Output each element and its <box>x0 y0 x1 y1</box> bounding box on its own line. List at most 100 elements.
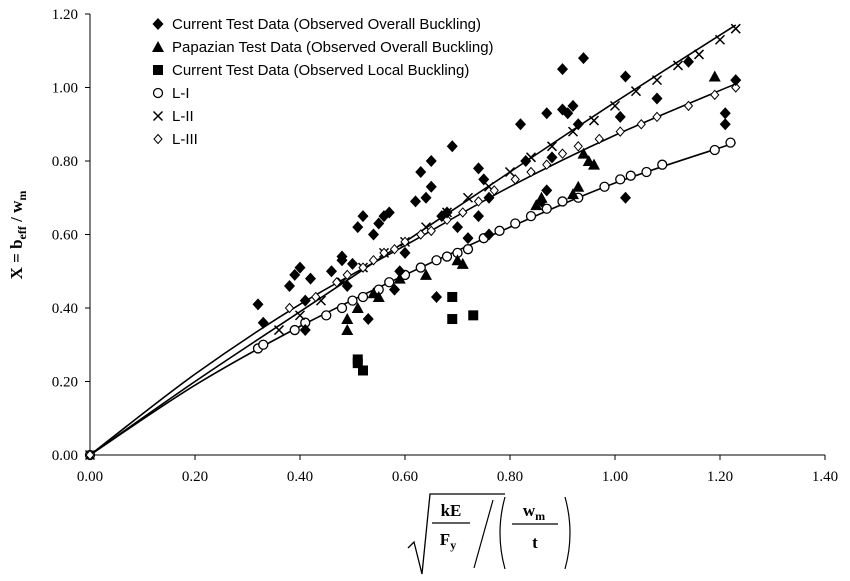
data-point-current-test-data-observed-overall-buckling <box>441 206 453 219</box>
data-point-current-test-data-observed-local-buckling <box>447 314 458 325</box>
data-point-current-test-data-observed-overall-buckling <box>483 228 495 241</box>
y-axis-label: X = beff / wm <box>7 191 29 280</box>
y-tick-label: 0.00 <box>52 448 78 464</box>
x-axis-label: kE Fy wm t <box>407 493 571 575</box>
data-point-l-iii <box>358 262 368 273</box>
data-point-l-i <box>431 255 442 266</box>
legend-marker <box>152 110 164 122</box>
data-point-l-iii <box>416 229 426 240</box>
data-point-current-test-data-observed-overall-buckling <box>567 99 579 112</box>
data-point-current-test-data-observed-local-buckling <box>447 291 458 302</box>
data-point-l-iii <box>636 118 646 130</box>
data-point-current-test-data-observed-overall-buckling <box>368 228 379 241</box>
data-point-current-test-data-observed-overall-buckling <box>546 151 558 164</box>
data-point-current-test-data-observed-overall-buckling <box>578 52 589 65</box>
data-point-l-iii <box>85 449 95 461</box>
data-point-papazian-test-data-observed-overall-buckling <box>708 70 721 82</box>
svg-text:Fy: Fy <box>440 530 456 552</box>
data-point-l-i <box>541 203 552 214</box>
data-point-current-test-data-observed-overall-buckling <box>299 324 311 337</box>
data-point-l-ii <box>730 23 741 34</box>
data-point-papazian-test-data-observed-overall-buckling <box>420 268 432 280</box>
data-point-current-test-data-observed-overall-buckling <box>383 206 395 219</box>
data-point-l-iii <box>557 148 568 159</box>
data-point-current-test-data-observed-overall-buckling <box>651 92 663 105</box>
data-point-l-iii <box>489 185 499 196</box>
data-point-current-test-data-observed-overall-buckling <box>572 118 584 131</box>
legend: Current Test Data (Observed Overall Buck… <box>152 16 494 148</box>
data-point-current-test-data-observed-local-buckling <box>468 310 479 321</box>
data-point-l-iii <box>510 174 520 185</box>
y-tick-label: 0.20 <box>52 375 78 391</box>
data-point-l-i <box>725 137 736 148</box>
data-point-l-i <box>657 159 668 170</box>
data-point-papazian-test-data-observed-overall-buckling <box>588 158 600 170</box>
data-point-current-test-data-observed-overall-buckling <box>541 184 553 197</box>
data-point-papazian-test-data-observed-overall-buckling <box>372 290 385 302</box>
data-point-l-i <box>510 218 521 229</box>
data-point-current-test-data-observed-overall-buckling <box>541 107 553 120</box>
data-point-l-i <box>709 144 720 156</box>
data-point-l-i <box>384 277 395 288</box>
data-point-l-iii <box>368 254 379 266</box>
data-point-l-iii <box>683 100 694 112</box>
data-point-l-iii <box>458 207 468 218</box>
data-point-l-i <box>462 244 474 255</box>
tick-labels: 0.00 0.20 0.40 0.60 0.80 1.00 1.20 0.00 0.20 0.40… <box>52 7 838 485</box>
data-point-l-i <box>599 181 610 192</box>
y-tick-label: 1.00 <box>52 81 78 97</box>
data-point-l-i <box>494 225 505 236</box>
legend-entry: Papazian Test Data (Observed Overall Buc… <box>172 39 494 56</box>
data-point-papazian-test-data-observed-overall-buckling <box>341 324 354 336</box>
x-tick-label: 0.00 <box>77 469 103 485</box>
data-point-current-test-data-observed-overall-buckling <box>336 250 348 263</box>
data-point-current-test-data-observed-overall-buckling <box>420 191 432 204</box>
series-line-l-i <box>89 141 737 456</box>
data-point-current-test-data-observed-overall-buckling <box>289 268 301 281</box>
data-point-papazian-test-data-observed-overall-buckling <box>535 191 548 203</box>
data-point-papazian-test-data-observed-overall-buckling <box>341 313 354 325</box>
data-point-l-i <box>289 324 300 336</box>
data-point-l-ii <box>693 49 705 60</box>
x-tick-label: 1.20 <box>707 469 733 485</box>
data-point-current-test-data-observed-overall-buckling <box>562 107 574 120</box>
data-point-current-test-data-observed-overall-buckling <box>394 265 406 278</box>
legend-marker <box>152 87 164 99</box>
data-point-current-test-data-observed-overall-buckling <box>299 294 311 307</box>
x-tick-label: 1.40 <box>812 469 838 485</box>
data-point-l-i <box>525 210 537 222</box>
legend-marker <box>152 41 164 52</box>
data-point-current-test-data-observed-overall-buckling <box>410 195 421 208</box>
data-point-l-i <box>321 310 332 321</box>
data-point-papazian-test-data-observed-overall-buckling <box>456 257 469 269</box>
data-point-current-test-data-observed-overall-buckling <box>620 70 631 83</box>
data-point-l-i <box>347 295 358 306</box>
data-point-l-iii <box>615 126 625 137</box>
data-point-l-i <box>615 174 626 185</box>
data-point-current-test-data-observed-overall-buckling <box>452 221 463 234</box>
legend-entry: L-III <box>172 131 198 148</box>
data-point-l-iii <box>731 82 741 93</box>
data-point-current-test-data-observed-overall-buckling <box>425 155 437 167</box>
data-point-l-ii <box>504 166 516 178</box>
data-point-l-ii <box>672 60 684 71</box>
data-point-papazian-test-data-observed-overall-buckling <box>393 272 406 284</box>
data-point-current-test-data-observed-overall-buckling <box>341 279 353 292</box>
data-point-l-iii <box>342 269 352 281</box>
data-point-current-test-data-observed-overall-buckling <box>352 221 364 234</box>
data-point-l-iii <box>332 277 342 288</box>
data-point-current-test-data-observed-overall-buckling <box>425 180 437 193</box>
data-point-current-test-data-observed-overall-buckling <box>326 265 337 278</box>
data-point-l-iii <box>594 133 604 145</box>
data-point-current-test-data-observed-overall-buckling <box>557 63 568 76</box>
data-point-current-test-data-observed-overall-buckling <box>483 191 495 204</box>
data-point-current-test-data-observed-overall-buckling <box>683 55 694 68</box>
data-point-papazian-test-data-observed-overall-buckling <box>572 180 585 192</box>
data-point-current-test-data-observed-overall-buckling <box>362 313 374 326</box>
data-point-current-test-data-observed-overall-buckling <box>473 162 484 175</box>
data-point-current-test-data-observed-overall-buckling <box>719 118 731 131</box>
data-point-papazian-test-data-observed-overall-buckling <box>351 302 364 313</box>
legend-marker <box>153 133 163 145</box>
data-point-current-test-data-observed-overall-buckling <box>257 316 269 329</box>
